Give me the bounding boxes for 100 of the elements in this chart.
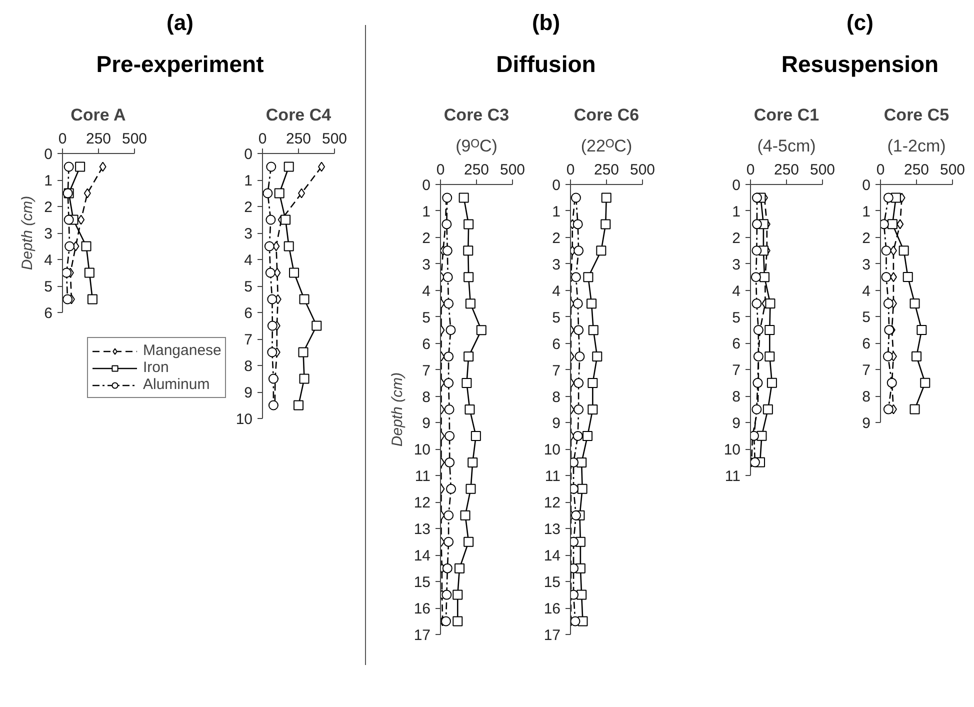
x-tick-label: 250 bbox=[904, 162, 930, 178]
y-tick-label: 7 bbox=[422, 362, 430, 380]
legend-label: Aluminum bbox=[143, 376, 210, 393]
y-tick-label: 9 bbox=[244, 384, 252, 402]
chart-title: Core C4 bbox=[266, 106, 332, 124]
y-tick-label: 1 bbox=[422, 203, 430, 220]
y-tick-label: 0 bbox=[244, 146, 252, 163]
x-tick-label: 500 bbox=[322, 130, 348, 148]
y-tick-label: 3 bbox=[552, 256, 560, 274]
y-tick-label: 12 bbox=[544, 494, 561, 512]
y-tick-label: 4 bbox=[244, 252, 252, 269]
x-tick-label: 250 bbox=[86, 130, 112, 148]
y-tick-label: 1 bbox=[244, 172, 252, 190]
y-tick-label: 13 bbox=[544, 521, 561, 538]
y-tick-label: 13 bbox=[414, 521, 431, 538]
y-tick-label: 0 bbox=[862, 177, 870, 194]
text: Pre-experiment bbox=[95, 50, 265, 80]
y-tick-label: 4 bbox=[44, 252, 52, 269]
y-tick-label: 16 bbox=[414, 600, 431, 618]
y-tick-label: 2 bbox=[422, 230, 430, 247]
text: (c) bbox=[846, 9, 874, 37]
text: Resuspension bbox=[780, 50, 940, 80]
text: (b) bbox=[530, 9, 562, 37]
y-tick-label: 15 bbox=[414, 574, 431, 592]
x-tick-label: 0 bbox=[746, 162, 755, 178]
x-tick-label: 250 bbox=[774, 162, 800, 178]
chart-title: Core C3 bbox=[444, 106, 510, 124]
y-tick-label: 6 bbox=[862, 336, 870, 353]
y-tick-label: 7 bbox=[862, 362, 870, 380]
x-tick-label: 0 bbox=[876, 162, 885, 178]
y-tick-label: 0 bbox=[422, 177, 430, 194]
y-tick-label: 9 bbox=[422, 415, 430, 432]
y-tick-label: 2 bbox=[732, 230, 740, 247]
y-tick-label: 2 bbox=[244, 199, 252, 216]
x-tick-label: 250 bbox=[464, 162, 490, 178]
y-tick-label: 10 bbox=[544, 442, 561, 459]
y-tick-label: 17 bbox=[544, 627, 561, 644]
y-tick-label: 0 bbox=[732, 177, 740, 194]
y-tick-label: 5 bbox=[244, 278, 252, 296]
y-tick-label: 10 bbox=[414, 442, 431, 459]
x-tick-label: 500 bbox=[122, 130, 148, 148]
x-tick-label: 0 bbox=[258, 130, 267, 148]
text: (a) bbox=[166, 9, 194, 37]
y-tick-label: 1 bbox=[732, 203, 740, 220]
y-tick-label: 11 bbox=[544, 468, 561, 486]
x-tick-label: 500 bbox=[810, 162, 836, 178]
chart-subtitle: (1-2cm) bbox=[887, 136, 946, 156]
y-tick-label: 5 bbox=[732, 309, 740, 326]
y-tick-label: 8 bbox=[862, 388, 870, 406]
y-tick-label: 6 bbox=[732, 336, 740, 353]
y-tick-label: 10 bbox=[236, 411, 253, 428]
y-axis-title: Depth (cm) bbox=[19, 196, 36, 270]
y-tick-label: 6 bbox=[422, 336, 430, 353]
x-tick-label: 500 bbox=[500, 162, 526, 178]
y-tick-label: 3 bbox=[44, 226, 52, 242]
chart-title: Core C6 bbox=[574, 106, 640, 124]
y-tick-label: 6 bbox=[44, 305, 52, 322]
y-tick-label: 10 bbox=[724, 442, 741, 459]
x-tick-label: 500 bbox=[630, 162, 656, 178]
y-tick-label: 5 bbox=[552, 309, 560, 326]
legend-label: Manganese bbox=[143, 342, 222, 359]
y-tick-label: 9 bbox=[862, 415, 870, 432]
x-tick-label: 0 bbox=[436, 162, 445, 178]
y-tick-label: 8 bbox=[552, 388, 560, 406]
y-tick-label: 5 bbox=[422, 309, 430, 326]
chart-subtitle: (9ᴼC) bbox=[456, 136, 498, 156]
x-tick-label: 500 bbox=[940, 162, 966, 178]
y-tick-label: 1 bbox=[552, 203, 560, 220]
y-tick-label: 5 bbox=[44, 278, 52, 296]
y-tick-label: 2 bbox=[862, 230, 870, 247]
y-tick-label: 15 bbox=[544, 574, 561, 592]
y-tick-label: 7 bbox=[732, 362, 740, 380]
y-tick-label: 6 bbox=[244, 305, 252, 322]
y-tick-label: 6 bbox=[552, 336, 560, 353]
y-tick-label: 3 bbox=[422, 256, 430, 274]
y-tick-label: 11 bbox=[724, 468, 741, 485]
chart-title: Core C5 bbox=[884, 106, 950, 124]
legend-label: Iron bbox=[143, 359, 169, 376]
y-tick-label: 1 bbox=[44, 172, 52, 190]
chart-subtitle: (4-5cm) bbox=[757, 136, 816, 156]
y-tick-label: 11 bbox=[414, 468, 431, 486]
y-tick-label: 8 bbox=[244, 358, 252, 375]
y-tick-label: 7 bbox=[552, 362, 560, 380]
text: Diffusion bbox=[495, 50, 597, 80]
y-tick-label: 14 bbox=[414, 548, 431, 565]
y-tick-label: 3 bbox=[732, 256, 740, 274]
y-tick-label: 12 bbox=[414, 494, 431, 512]
y-tick-label: 4 bbox=[732, 282, 740, 300]
y-tick-label: 5 bbox=[862, 309, 870, 326]
y-axis-title: Depth (cm) bbox=[388, 372, 406, 447]
chart-title: Core C1 bbox=[754, 106, 820, 124]
y-tick-label: 17 bbox=[414, 627, 431, 644]
x-tick-label: 0 bbox=[566, 162, 575, 178]
y-tick-label: 1 bbox=[862, 203, 870, 220]
y-tick-label: 3 bbox=[244, 226, 252, 242]
y-tick-label: 9 bbox=[552, 415, 560, 432]
y-tick-label: 2 bbox=[44, 199, 52, 216]
y-tick-label: 4 bbox=[552, 282, 560, 300]
y-tick-label: 16 bbox=[544, 600, 561, 618]
x-tick-label: 250 bbox=[594, 162, 620, 178]
